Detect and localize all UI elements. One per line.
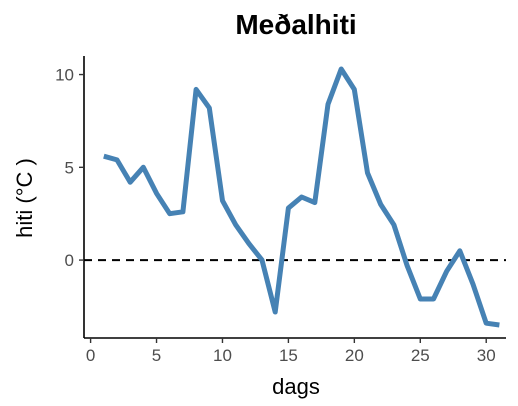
chart-title: Meðalhiti: [235, 9, 356, 40]
x-tick-label-0: 0: [86, 346, 95, 365]
series-line-0: [103, 66, 500, 328]
x-tick-label-15: 15: [279, 346, 298, 365]
x-tick-label-20: 20: [345, 346, 364, 365]
x-tick-label-25: 25: [411, 346, 430, 365]
x-axis-label: dags: [272, 374, 320, 399]
y-tick-label-5: 5: [65, 158, 74, 177]
x-tick-label-30: 30: [477, 346, 496, 365]
y-tick-label-0: 0: [65, 251, 74, 270]
y-tick-label-10: 10: [55, 66, 74, 85]
x-tick-label-5: 5: [152, 346, 161, 365]
y-axis-label: hiti (°C ): [12, 158, 37, 238]
x-tick-label-10: 10: [213, 346, 232, 365]
